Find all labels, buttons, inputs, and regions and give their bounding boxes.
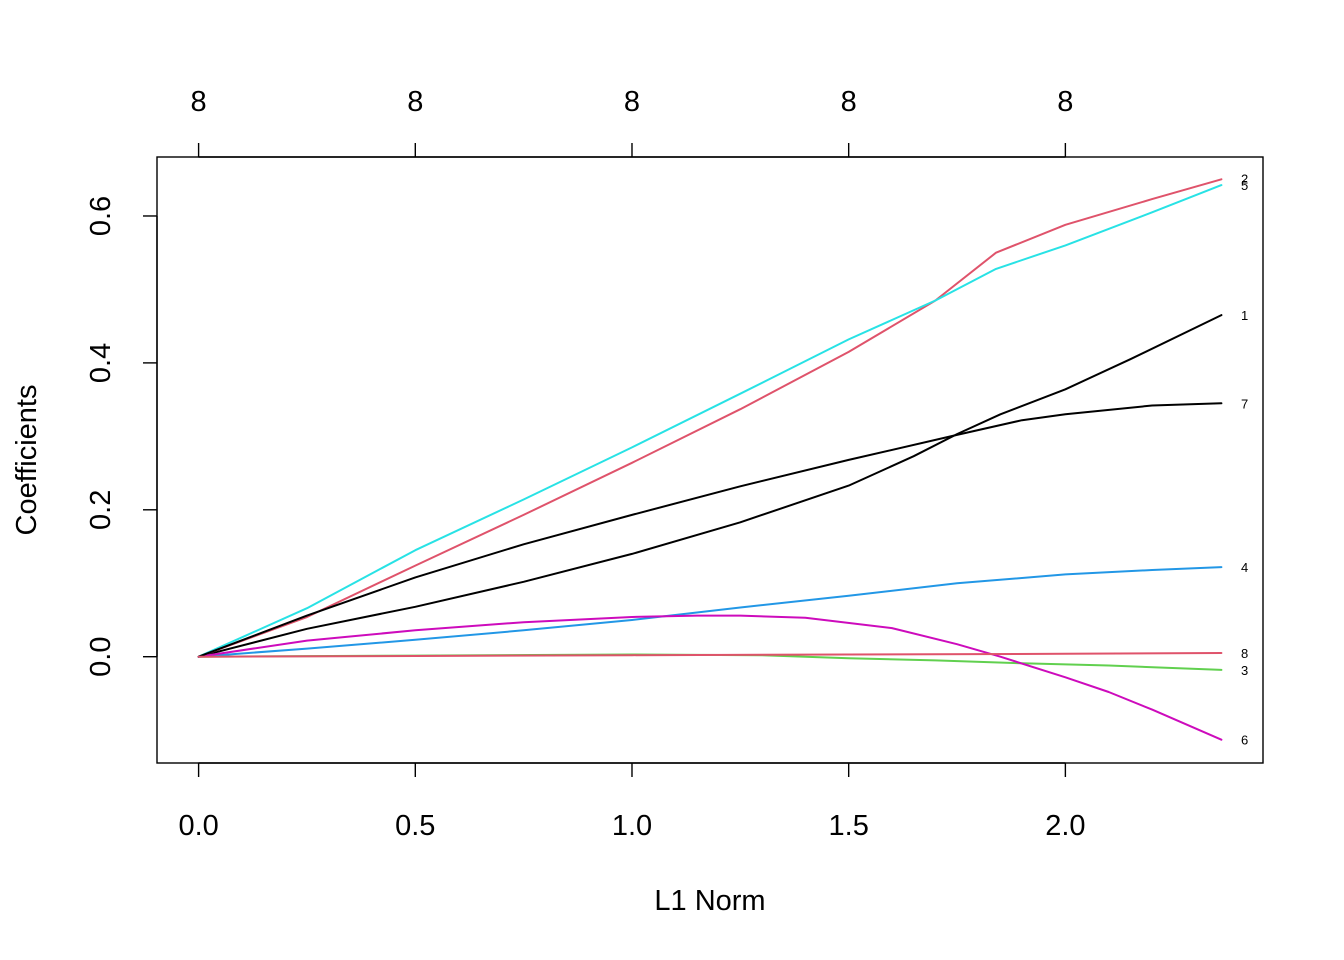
series-end-label-5: 5 (1241, 178, 1248, 193)
x-tick-label: 1.0 (612, 810, 652, 842)
y-axis-title: Coefficients (11, 385, 43, 536)
series-line-2 (197, 178, 1223, 658)
series-end-label-3: 3 (1241, 663, 1248, 678)
series-end-label-6: 6 (1241, 733, 1248, 748)
top-tick-label: 8 (841, 86, 857, 118)
top-tick-label: 8 (624, 86, 640, 118)
top-tick-label: 8 (191, 86, 207, 118)
y-tick-label: 0.0 (85, 637, 117, 677)
series-end-label-1: 1 (1241, 308, 1248, 323)
series-line-8 (197, 652, 1223, 658)
x-tick-label: 0.5 (395, 810, 435, 842)
x-axis-title: L1 Norm (654, 885, 765, 917)
series-end-labels: 25 1 7 4 8 3 6 (1241, 172, 1248, 748)
x-tick-label: 0.0 (178, 810, 218, 842)
series-lines (197, 178, 1223, 741)
y-tick-label: 0.2 (85, 490, 117, 530)
axes: 0.0 0.5 1.0 1.5 2.0 8 8 8 8 8 0.0 0.2 0.4 0.6 (85, 86, 1086, 842)
y-tick-label: 0.4 (85, 343, 117, 383)
series-end-label-8: 8 (1241, 646, 1248, 661)
top-tick-label: 8 (407, 86, 423, 118)
series-line-5 (197, 184, 1223, 658)
y-tick-label: 0.6 (85, 196, 117, 236)
series-line-7 (197, 402, 1223, 658)
series-line-1 (197, 314, 1223, 658)
series-end-label-4: 4 (1241, 560, 1248, 575)
x-tick-label: 1.5 (829, 810, 869, 842)
series-end-label-7: 7 (1241, 396, 1248, 411)
series-line-4 (197, 566, 1223, 658)
top-tick-label: 8 (1057, 86, 1073, 118)
x-tick-label: 2.0 (1045, 810, 1085, 842)
plot-frame (156, 156, 1264, 764)
series-end-label-2: 2 (1241, 172, 1248, 187)
series-line-6 (197, 614, 1223, 741)
